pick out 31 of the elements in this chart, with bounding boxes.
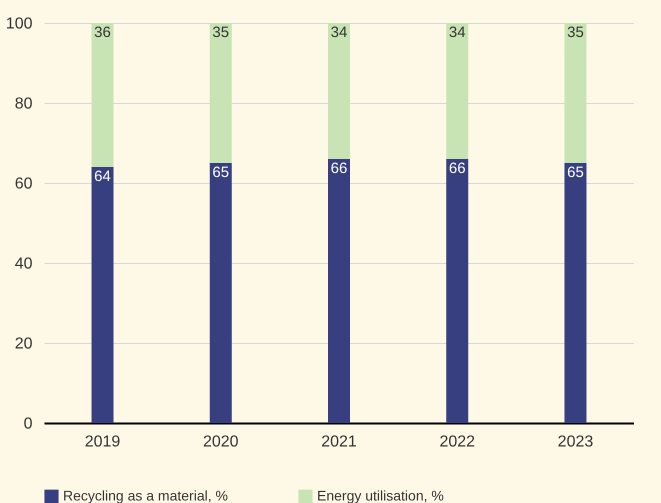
x-tick-label: 2022 [439, 434, 476, 450]
data-label: 36 [94, 24, 111, 41]
data-label: 66 [448, 160, 466, 177]
bar [564, 23, 586, 163]
x-tick-label: 2020 [202, 434, 239, 450]
y-tick-label: 20 [14, 336, 33, 352]
data-label: 66 [330, 160, 348, 177]
bar [92, 23, 114, 167]
y-tick-label: 60 [14, 176, 33, 192]
data-label: 35 [567, 24, 584, 41]
data-label: 34 [330, 24, 348, 41]
y-tick-label: 100 [6, 16, 33, 32]
bar [210, 163, 232, 423]
data-label: 64 [94, 168, 111, 185]
data-label: 65 [567, 164, 584, 181]
x-tick-label: 2021 [321, 434, 357, 450]
bar [92, 167, 114, 423]
bar [446, 159, 468, 423]
bar [446, 23, 468, 159]
x-tick-label: 2023 [558, 434, 594, 450]
y-tick-label: 80 [14, 96, 33, 112]
bar [564, 163, 586, 423]
bar [328, 23, 350, 159]
x-tick-label: 2019 [84, 434, 120, 450]
data-label: 35 [212, 24, 230, 41]
y-tick-label: 40 [14, 256, 33, 272]
bar [210, 23, 232, 163]
data-label: 65 [212, 164, 230, 181]
bar [328, 159, 350, 423]
y-tick-label: 0 [24, 416, 33, 432]
data-label: 34 [448, 24, 466, 41]
